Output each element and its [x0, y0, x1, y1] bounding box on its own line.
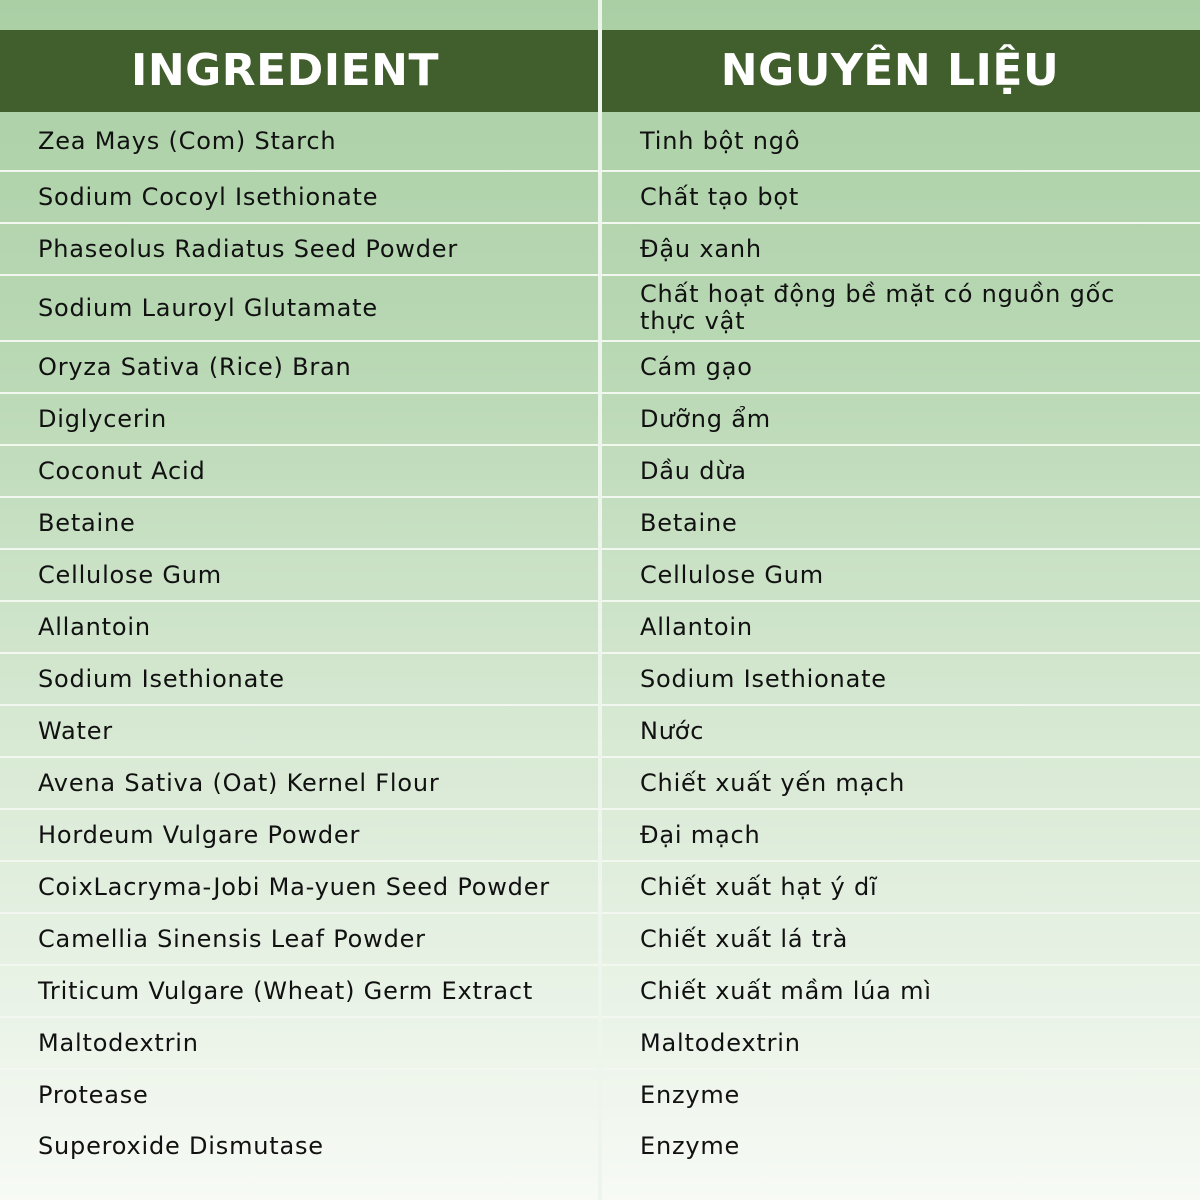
ingredient-cell: CoixLacryma-Jobi Ma-yuen Seed Powder [38, 872, 550, 901]
nguyen-lieu-cell: Sodium Isethionate [640, 664, 887, 693]
nguyen-lieu-cell: Betaine [640, 508, 738, 537]
ingredient-cell: Sodium Cocoyl Isethionate [38, 182, 379, 211]
ingredient-cell: Diglycerin [38, 404, 167, 433]
column-header-nguyen-lieu: NGUYÊN LIỆU [720, 45, 1060, 96]
ingredient-cell: Coconut Acid [38, 456, 206, 485]
ingredient-cell: Zea Mays (Com) Starch [38, 126, 337, 155]
ingredient-cell: Avena Sativa (Oat) Kernel Flour [38, 768, 440, 797]
nguyen-lieu-cell: Cellulose Gum [640, 560, 824, 589]
ingredient-cell: Triticum Vulgare (Wheat) Germ Extract [38, 976, 534, 1005]
nguyen-lieu-cell: Chiết xuất lá trà [640, 924, 849, 953]
nguyen-lieu-cell: Đại mạch [640, 820, 761, 849]
ingredient-cell: Cellulose Gum [38, 560, 222, 589]
nguyen-lieu-cell: Enzyme [640, 1131, 741, 1160]
nguyen-lieu-cell: Chất hoạt động bề mặt có nguồn gốc thực … [640, 280, 1116, 335]
column-header-ingredient: INGREDIENT [130, 45, 440, 96]
ingredient-cell: Camellia Sinensis Leaf Powder [38, 924, 426, 953]
nguyen-lieu-cell: Chất tạo bọt [640, 182, 800, 211]
ingredient-cell: Superoxide Dismutase [38, 1131, 324, 1160]
column-divider [598, 0, 602, 1200]
ingredient-cell: Allantoin [38, 612, 151, 641]
nguyen-lieu-cell: Cám gạo [640, 352, 753, 381]
nguyen-lieu-cell: Enzyme [640, 1080, 741, 1109]
ingredient-cell: Oryza Sativa (Rice) Bran [38, 352, 352, 381]
nguyen-lieu-cell: Tinh bột ngô [640, 126, 801, 155]
ingredient-cell: Protease [38, 1080, 149, 1109]
nguyen-lieu-cell: Dưỡng ẩm [640, 404, 771, 433]
nguyen-lieu-cell: Maltodextrin [640, 1028, 801, 1057]
nguyen-lieu-cell: Allantoin [640, 612, 753, 641]
table-row: CoixLacryma-Jobi Ma-yuen Seed Powder Chiế… [0, 862, 1200, 914]
ingredient-cell: Water [38, 716, 113, 745]
nguyen-lieu-cell: Đậu xanh [640, 234, 762, 263]
ingredient-cell: Maltodextrin [38, 1028, 199, 1057]
ingredient-cell: Sodium Isethionate [38, 664, 285, 693]
nguyen-lieu-cell: Chiết xuất hạt ý dĩ [640, 872, 878, 901]
nguyen-lieu-cell: Nước [640, 716, 705, 745]
table-row: Superoxide Dismutase Enzyme [0, 1122, 1200, 1200]
nguyen-lieu-cell: Chiết xuất mầm lúa mì [640, 976, 932, 1005]
ingredient-cell: Hordeum Vulgare Powder [38, 820, 361, 849]
nguyen-lieu-cell: Dầu dừa [640, 456, 747, 485]
ingredient-cell: Phaseolus Radiatus Seed Powder [38, 234, 458, 263]
ingredient-cell: Sodium Lauroyl Glutamate [38, 293, 378, 322]
nguyen-lieu-cell: Chiết xuất yến mạch [640, 768, 906, 797]
ingredient-cell: Betaine [38, 508, 136, 537]
